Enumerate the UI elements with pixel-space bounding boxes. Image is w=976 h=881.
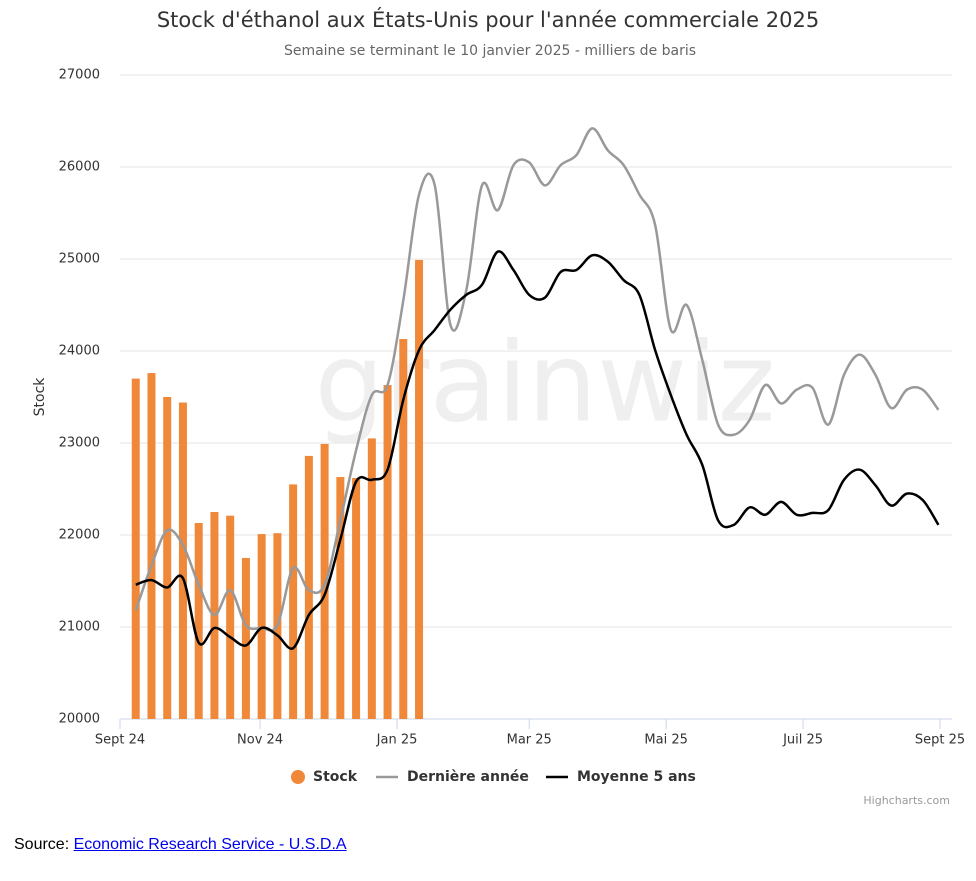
credits: Highcharts.com bbox=[863, 794, 950, 807]
y-tick-label: 21000 bbox=[59, 620, 100, 635]
source: Source: Economic Research Service - U.S.… bbox=[14, 836, 347, 854]
bar bbox=[289, 484, 298, 719]
chart-title: Stock d'éthanol aux États-Unis pour l'an… bbox=[157, 7, 819, 32]
x-tick-label: Sept 24 bbox=[95, 733, 145, 748]
bar bbox=[163, 397, 172, 719]
x-tick-label: Mai 25 bbox=[644, 733, 687, 748]
bar bbox=[257, 534, 266, 719]
x-tick-label: Sept 25 bbox=[915, 733, 965, 748]
bar bbox=[352, 477, 361, 719]
bar bbox=[415, 259, 424, 719]
y-tick-label: 22000 bbox=[59, 528, 100, 543]
bar bbox=[241, 558, 250, 719]
line bbox=[135, 250, 940, 650]
source-link[interactable]: Economic Research Service - U.S.D.A bbox=[73, 836, 347, 853]
bar bbox=[336, 477, 345, 719]
legend-symbol bbox=[291, 770, 305, 784]
bar bbox=[226, 515, 235, 719]
legend-label: Dernière année bbox=[407, 769, 529, 785]
bar bbox=[367, 438, 376, 719]
x-tick-label: Nov 24 bbox=[237, 733, 283, 748]
bar bbox=[304, 455, 313, 719]
y-tick-label: 24000 bbox=[59, 344, 100, 359]
legend-label: Stock bbox=[313, 769, 358, 785]
y-tick-label: 25000 bbox=[59, 252, 100, 267]
y-tick-label: 26000 bbox=[59, 160, 100, 175]
x-tick-label: Juil 25 bbox=[782, 733, 823, 748]
y-tick-label: 20000 bbox=[59, 712, 100, 727]
chart-subtitle: Semaine se terminant le 10 janvier 2025 … bbox=[284, 43, 696, 59]
line bbox=[134, 127, 940, 632]
y-axis-title: Stock bbox=[32, 377, 48, 417]
x-tick-label: Jan 25 bbox=[376, 733, 418, 748]
source-label: Source: bbox=[14, 836, 70, 853]
legend-label: Moyenne 5 ans bbox=[577, 769, 696, 785]
chart: Stock d'éthanol aux États-Unis pour l'an… bbox=[32, 7, 965, 807]
x-tick-label: Mar 25 bbox=[507, 733, 552, 748]
bar bbox=[194, 523, 203, 719]
y-tick-label: 23000 bbox=[59, 436, 100, 451]
bar bbox=[399, 339, 408, 719]
bar bbox=[147, 373, 156, 719]
bar bbox=[383, 385, 392, 719]
bar bbox=[131, 378, 140, 719]
y-tick-label: 27000 bbox=[59, 68, 100, 83]
bar bbox=[178, 402, 187, 719]
